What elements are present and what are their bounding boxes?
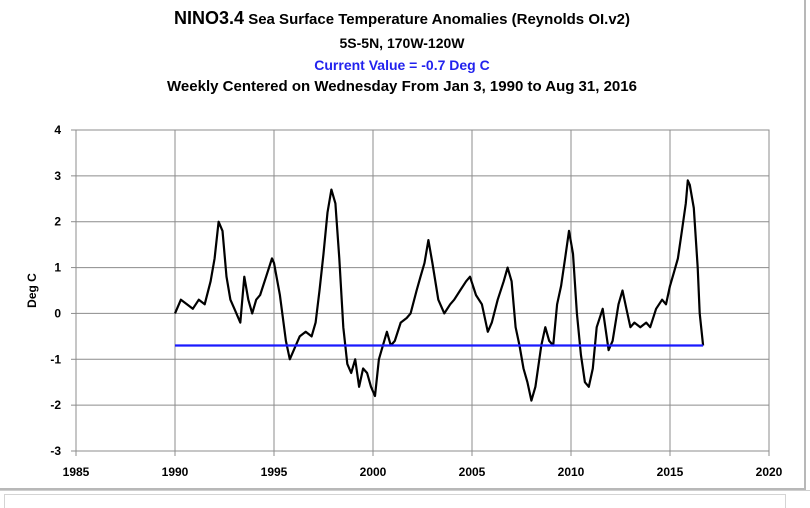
x-tick-label: 1995 (261, 465, 288, 479)
y-tick-label: 4 (54, 123, 61, 137)
period-label: Weekly Centered on Wednesday From Jan 3,… (167, 78, 637, 95)
y-tick-label: 1 (54, 261, 61, 275)
tick-labels: 1985 1990 1995 2000 2005 2010 2015 2020 4 3 2 1 0 -1 -… (50, 123, 782, 479)
chart-title-main: NINO3.4 (174, 8, 245, 28)
chart-subtitle: 5S-5N, 170W-120W (339, 35, 465, 51)
grid (71, 129, 770, 456)
y-tick-label: -1 (50, 352, 61, 366)
chart-titles: NINO3.4 Sea Surface Temperature Anomalie… (0, 6, 804, 98)
y-tick-label: 2 (54, 215, 61, 229)
x-tick-label: 2015 (657, 465, 684, 479)
x-tick-label: 2000 (360, 465, 387, 479)
bottom-panel (0, 490, 810, 508)
x-tick-label: 2005 (459, 465, 486, 479)
plot-area (75, 129, 770, 452)
x-tick-label: 2020 (756, 465, 783, 479)
chart-frame (0, 0, 806, 490)
bottom-panel-box (4, 494, 786, 508)
y-tick-label: 0 (54, 306, 61, 320)
x-tick-label: 2010 (558, 465, 585, 479)
anomaly-series-line (173, 179, 705, 402)
y-tick-label: -3 (50, 444, 61, 458)
x-tick-label: 1990 (162, 465, 189, 479)
x-tick-label: 1985 (63, 465, 90, 479)
current-value-label: Current Value = -0.7 Deg C (314, 57, 490, 73)
series-lines (173, 179, 705, 402)
y-tick-label: 3 (54, 169, 61, 183)
chart-title-rest: Sea Surface Temperature Anomalies (Reyno… (248, 11, 630, 28)
y-tick-label: -2 (50, 398, 61, 412)
chart-title: NINO3.4 Sea Surface Temperature Anomalie… (0, 6, 804, 32)
y-axis-label: Deg C (25, 273, 39, 308)
